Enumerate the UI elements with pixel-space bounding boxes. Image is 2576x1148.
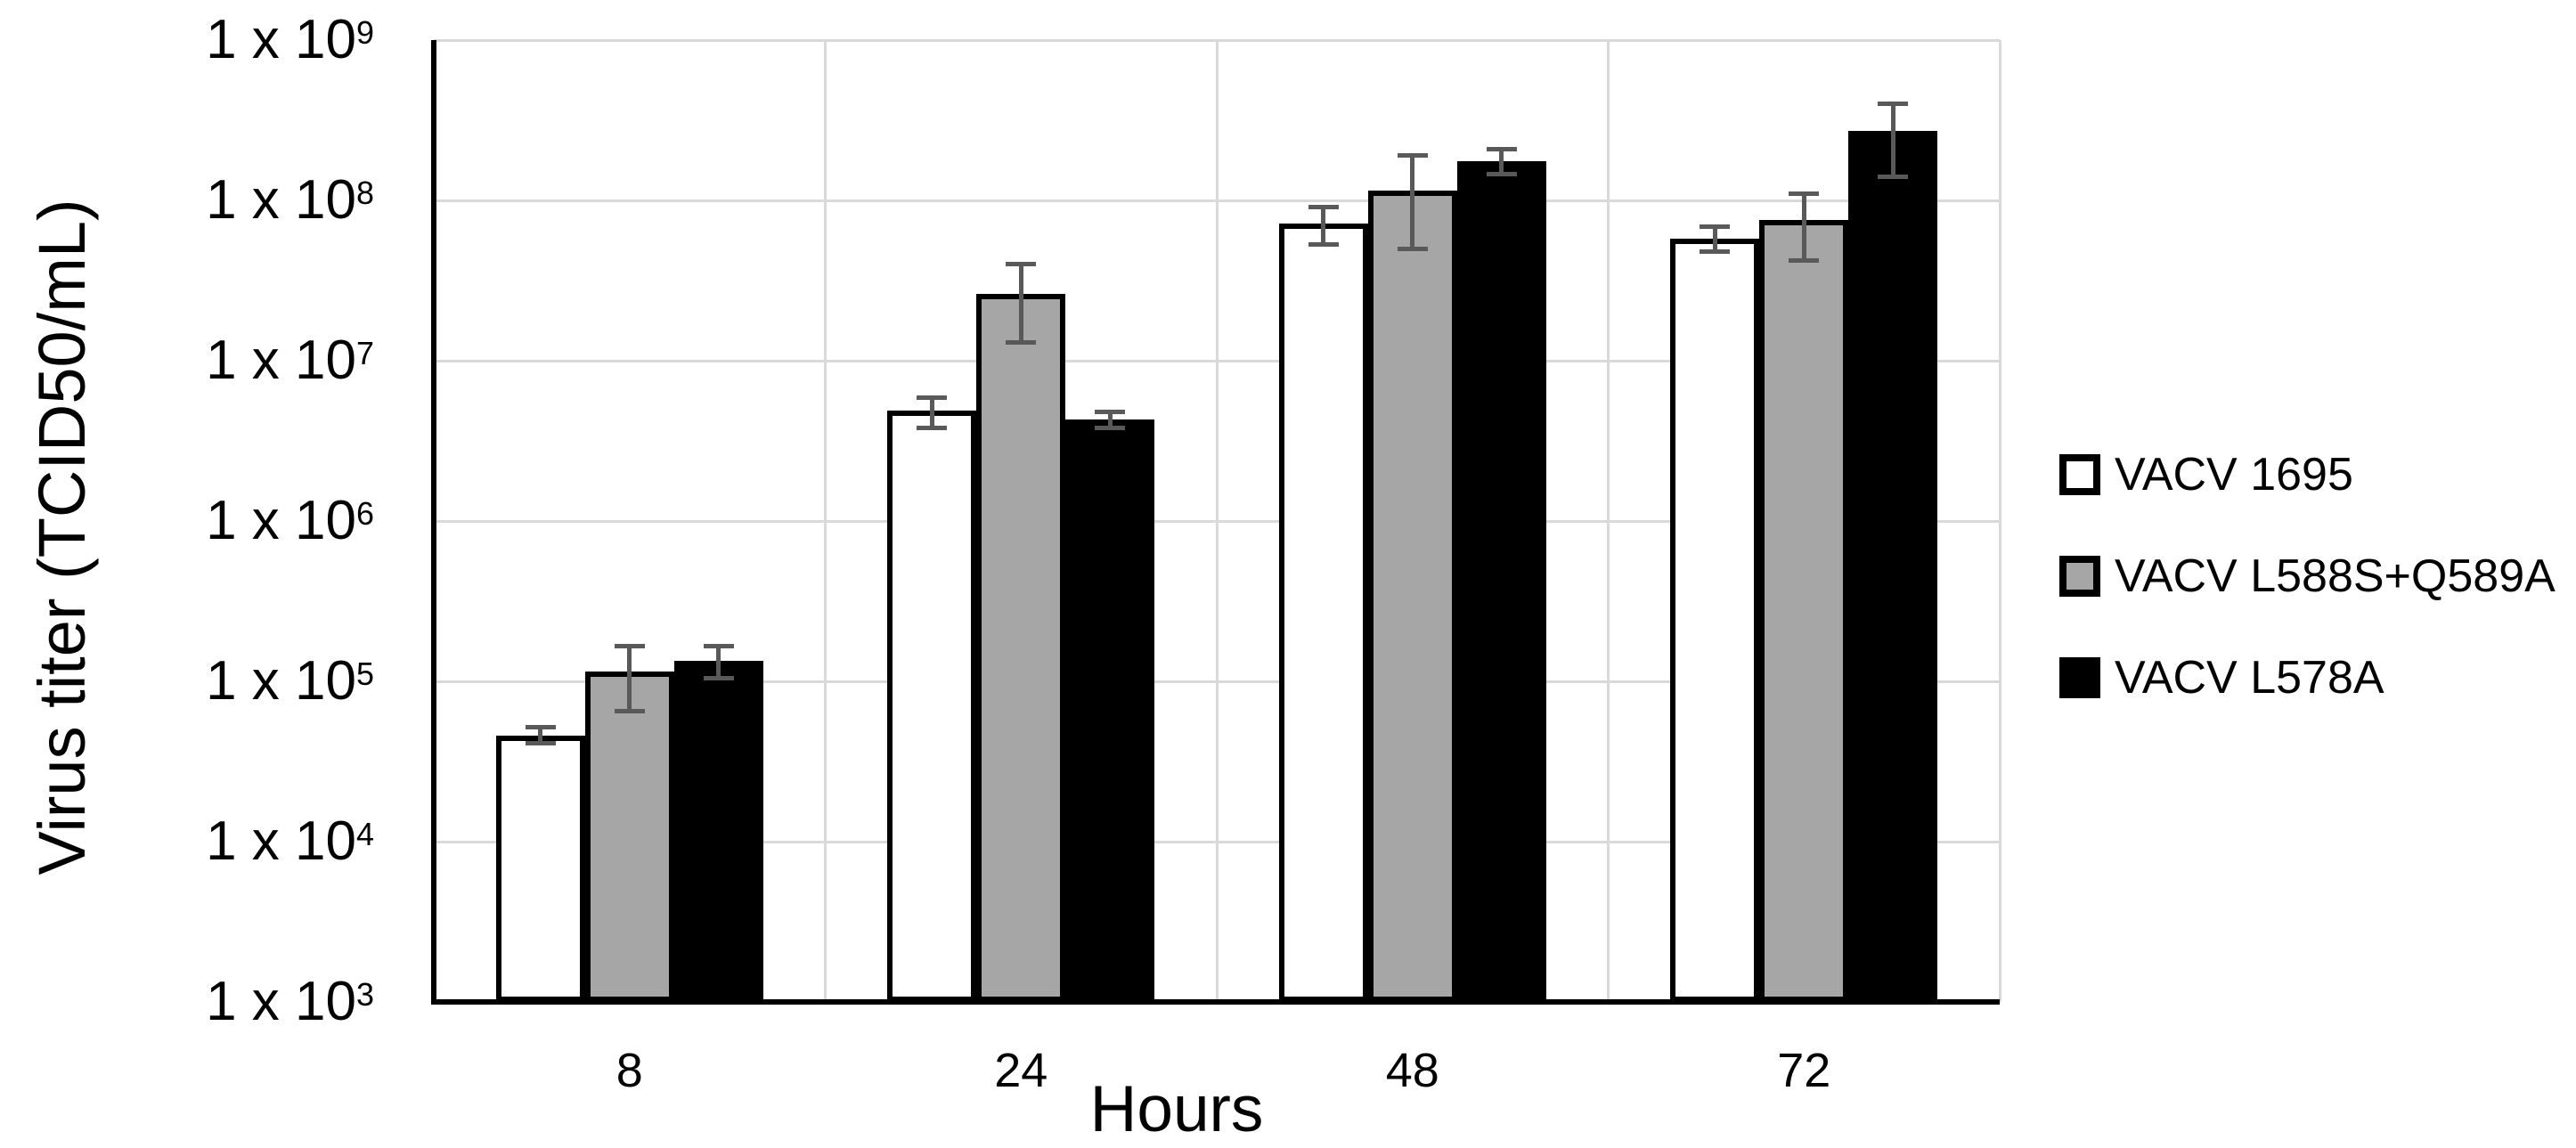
error-bar-cap [917, 395, 948, 400]
error-bar-cap [1397, 153, 1428, 159]
bar-vacv-1695 [887, 410, 977, 1002]
error-bar-cap [1878, 175, 1909, 180]
y-tick-label: 1 x 106 [206, 490, 374, 551]
error-bar-cap [1486, 146, 1517, 151]
y-tick-label: 1 x 107 [206, 330, 374, 391]
legend-entry: VACV L578A [2059, 627, 2556, 729]
error-bar-cap [1095, 409, 1126, 414]
bar-vacv-l578a [1848, 131, 1938, 1002]
error-bar-cap [1789, 258, 1820, 264]
legend-label: VACV L578A [2115, 652, 2384, 704]
error-bar-cap [1006, 262, 1037, 267]
error-bar [1890, 103, 1895, 177]
error-bar-cap [917, 426, 948, 431]
x-tick-label: 24 [994, 1044, 1048, 1097]
vertical-gridline [1998, 40, 2001, 1002]
bar-vacv-1695 [1278, 223, 1368, 1002]
vertical-gridline [1215, 40, 1219, 1002]
error-bar [1107, 411, 1113, 428]
error-bar-cap [1789, 191, 1820, 197]
bar-vacv-l588s-q589a [976, 294, 1066, 1002]
error-bar [1410, 155, 1415, 249]
error-bar-cap [1700, 224, 1731, 229]
error-bar-cap [1700, 248, 1731, 254]
bar-vacv-l588s-q589a [1759, 220, 1849, 1002]
error-bar-cap [525, 741, 556, 746]
error-bar-cap [1308, 204, 1339, 209]
error-bar [1712, 226, 1717, 252]
legend-entry: VACV L588S+Q589A [2059, 525, 2556, 627]
error-bar [538, 727, 543, 744]
error-bar [1321, 207, 1326, 245]
y-tick-label: 1 x 104 [206, 810, 374, 872]
error-bar [1018, 264, 1023, 343]
bar-vacv-1695 [495, 735, 585, 1002]
bar-vacv-l578a [673, 660, 763, 1002]
y-tick-label: 1 x 109 [206, 9, 374, 70]
bar-vacv-l588s-q589a [584, 672, 674, 1002]
error-bar [716, 646, 721, 679]
error-bar-cap [525, 724, 556, 729]
error-bar-cap [703, 675, 734, 680]
vertical-gridline [824, 40, 827, 1002]
error-bar [1499, 149, 1504, 175]
error-bar-cap [614, 644, 645, 649]
x-tick-label: 8 [615, 1044, 643, 1097]
bar-vacv-1695 [1670, 238, 1760, 1002]
legend-swatch [2059, 454, 2100, 495]
y-tick-exponent: 9 [356, 13, 374, 51]
legend-label: VACV L588S+Q589A [2115, 550, 2556, 602]
error-bar-cap [703, 644, 734, 649]
error-bar [1801, 193, 1806, 261]
x-axis-line [431, 999, 2000, 1005]
y-tick-label: 1 x 108 [206, 169, 374, 231]
x-tick-label: 72 [1777, 1044, 1831, 1097]
error-bar-cap [1486, 172, 1517, 177]
error-bar-cap [1095, 426, 1126, 431]
legend-swatch [2059, 657, 2100, 698]
bar-vacv-l588s-q589a [1367, 191, 1457, 1002]
y-tick-exponent: 3 [356, 975, 374, 1013]
y-tick-exponent: 5 [356, 655, 374, 692]
x-axis-title: Hours [1089, 1073, 1264, 1145]
vertical-gridline [1607, 40, 1610, 1002]
y-tick-label: 1 x 105 [206, 650, 374, 712]
error-bar-cap [614, 709, 645, 714]
y-tick-label: 1 x 103 [206, 971, 374, 1032]
legend-entry: VACV 1695 [2059, 424, 2556, 525]
y-tick-exponent: 4 [356, 815, 374, 852]
y-axis-line [431, 40, 436, 1005]
error-bar-cap [1878, 102, 1909, 107]
y-tick-exponent: 6 [356, 494, 374, 532]
y-tick-exponent: 8 [356, 174, 374, 211]
error-bar-cap [1308, 242, 1339, 248]
error-bar [929, 397, 934, 428]
y-axis-title: Virus titer (TCID50/mL) [25, 199, 99, 875]
legend-swatch [2059, 556, 2100, 597]
bar-vacv-l578a [1456, 161, 1546, 1002]
legend: VACV 1695 VACV L588S+Q589A VACV L578A [2059, 424, 2556, 729]
legend-label: VACV 1695 [2115, 449, 2353, 501]
error-bar-cap [1006, 339, 1037, 345]
error-bar-cap [1397, 246, 1428, 251]
bar-vacv-l578a [1065, 419, 1155, 1002]
y-tick-exponent: 7 [356, 334, 374, 371]
error-bar [627, 646, 632, 712]
x-tick-label: 48 [1385, 1044, 1439, 1097]
